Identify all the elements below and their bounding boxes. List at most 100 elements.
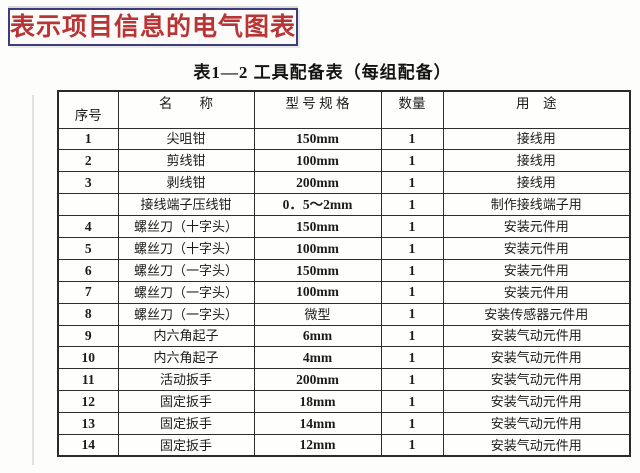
banner-text: 表示项目信息的电气图表 xyxy=(10,13,297,41)
cell-model-spec: 12mm xyxy=(253,433,382,457)
table-row: 1 尖咀钳 150mm 1 接线用 xyxy=(57,127,631,151)
cell-quantity: 1 xyxy=(380,171,444,195)
header-model-spec: 型 号 规 格 xyxy=(253,90,382,129)
cell-model-spec: 微型 xyxy=(253,302,382,326)
cell-model-spec: 4mm xyxy=(253,346,382,370)
cell-serial-number: 12 xyxy=(57,390,119,414)
cell-serial-number: 11 xyxy=(57,368,119,392)
cell-name: 活动扳手 xyxy=(117,368,255,392)
cell-quantity: 1 xyxy=(380,236,444,260)
cell-quantity: 1 xyxy=(380,390,444,414)
cell-name: 尖咀钳 xyxy=(117,127,255,151)
cell-model-spec: 200mm xyxy=(253,171,382,195)
table-body: 1 尖咀钳 150mm 1 接线用 2 剪线钳 100mm 1 接线用 3 剥线钳 200mm 1 接线用接… xyxy=(57,127,631,457)
table-row: 9 内六角起子 6mm 1 安装气动元件用 xyxy=(57,324,631,348)
cell-model-spec: 14mm xyxy=(253,412,382,435)
cell-quantity: 1 xyxy=(380,215,444,238)
table-row: 10 内六角起子 4mm 1 安装气动元件用 xyxy=(57,346,631,370)
cell-name: 剪线钳 xyxy=(117,149,255,173)
header-serial-number: 序号 xyxy=(57,90,119,129)
table-row: 11 活动扳手 200mm 1 安装气动元件用 xyxy=(57,368,631,392)
cell-name: 螺丝刀（一字头） xyxy=(117,302,255,326)
cell-serial-number: 10 xyxy=(57,346,119,370)
cell-usage: 安装元件用 xyxy=(442,280,631,304)
cell-serial-number: 6 xyxy=(57,258,119,282)
cell-usage: 接线用 xyxy=(442,171,631,195)
cell-usage: 安装气动元件用 xyxy=(442,324,631,348)
cell-quantity: 1 xyxy=(380,433,444,457)
table-row: 5 螺丝刀（十字头） 100mm 1 安装元件用 xyxy=(57,236,631,260)
cell-quantity: 1 xyxy=(380,368,444,392)
cell-model-spec: 100mm xyxy=(253,236,382,260)
cell-serial-number: 5 xyxy=(57,236,119,260)
table-row: 2 剪线钳 100mm 1 接线用 xyxy=(57,149,631,173)
cell-name: 固定扳手 xyxy=(117,390,255,414)
table-row: 13 固定扳手 14mm 1 安装气动元件用 xyxy=(57,412,631,435)
cell-usage: 安装元件用 xyxy=(442,258,631,282)
cell-serial-number: 2 xyxy=(57,149,119,173)
cell-name: 固定扳手 xyxy=(117,412,255,435)
cell-quantity: 1 xyxy=(380,302,444,326)
cell-name: 螺丝刀（十字头） xyxy=(117,236,255,260)
cell-model-spec: 150mm xyxy=(253,258,382,282)
cell-quantity: 1 xyxy=(380,346,444,370)
table-row: 接线端子压线钳 0．5～2mm 1 制作接线端子用 xyxy=(57,193,631,217)
table-row: 4 螺丝刀（十字头） 150mm 1 安装元件用 xyxy=(57,215,631,238)
cell-name: 内六角起子 xyxy=(117,346,255,370)
cell-quantity: 1 xyxy=(380,412,444,435)
table-row: 12 固定扳手 18mm 1 安装气动元件用 xyxy=(57,390,631,414)
cell-usage: 接线用 xyxy=(442,127,631,151)
cell-serial-number xyxy=(57,193,119,217)
cell-name: 接线端子压线钳 xyxy=(117,193,255,217)
cell-usage: 制作接线端子用 xyxy=(442,193,631,217)
cell-usage: 安装气动元件用 xyxy=(442,368,631,392)
header-row: 序号 名 称 型 号 规 格 数量 用 途 xyxy=(57,90,631,129)
cell-model-spec: 18mm xyxy=(253,390,382,414)
cell-name: 螺丝刀（一字头） xyxy=(117,280,255,304)
cell-model-spec: 150mm xyxy=(253,215,382,238)
cell-quantity: 1 xyxy=(380,280,444,304)
table-row: 3 剥线钳 200mm 1 接线用 xyxy=(57,171,631,195)
cell-model-spec: 100mm xyxy=(253,280,382,304)
header-quantity: 数量 xyxy=(380,90,444,129)
cell-name: 内六角起子 xyxy=(117,324,255,348)
cell-model-spec: 150mm xyxy=(253,127,382,151)
cell-quantity: 1 xyxy=(380,149,444,173)
cell-model-spec: 0．5～2mm xyxy=(253,193,382,217)
cell-usage: 安装元件用 xyxy=(442,215,631,238)
cell-serial-number: 8 xyxy=(57,302,119,326)
cell-serial-number: 4 xyxy=(57,215,119,238)
table-row: 14 固定扳手 12mm 1 安装气动元件用 xyxy=(57,433,631,457)
cell-serial-number: 1 xyxy=(57,127,119,151)
cell-usage: 安装传感器元件用 xyxy=(442,302,631,326)
cell-serial-number: 13 xyxy=(57,412,119,435)
header-usage: 用 途 xyxy=(442,90,631,129)
cell-usage: 接线用 xyxy=(442,149,631,173)
cell-usage: 安装元件用 xyxy=(442,236,631,260)
cell-quantity: 1 xyxy=(380,127,444,151)
scan-artifact-line xyxy=(32,95,34,465)
cell-quantity: 1 xyxy=(380,193,444,217)
table-row: 8 螺丝刀（一字头） 微型 1 安装传感器元件用 xyxy=(57,302,631,326)
table-row: 7 螺丝刀（一字头） 100mm 1 安装元件用 xyxy=(57,280,631,304)
cell-name: 螺丝刀（一字头） xyxy=(117,258,255,282)
header-name: 名 称 xyxy=(117,90,255,129)
cell-usage: 安装气动元件用 xyxy=(442,346,631,370)
cell-name: 剥线钳 xyxy=(117,171,255,195)
cell-model-spec: 100mm xyxy=(253,149,382,173)
table-row: 6 螺丝刀（一字头） 150mm 1 安装元件用 xyxy=(57,258,631,282)
cell-model-spec: 6mm xyxy=(253,324,382,348)
cell-name: 螺丝刀（十字头） xyxy=(117,215,255,238)
cell-serial-number: 9 xyxy=(57,324,119,348)
tool-equipment-table: 序号 名 称 型 号 规 格 数量 用 途 1 尖咀钳 150mm 1 接线用 2 剪线钳 1… xyxy=(57,90,631,458)
cell-name: 固定扳手 xyxy=(117,433,255,457)
cell-model-spec: 200mm xyxy=(253,368,382,392)
cell-quantity: 1 xyxy=(380,324,444,348)
cell-usage: 安装气动元件用 xyxy=(442,433,631,457)
cell-serial-number: 7 xyxy=(57,280,119,304)
cell-serial-number: 14 xyxy=(57,433,119,457)
cell-usage: 安装气动元件用 xyxy=(442,390,631,414)
cell-serial-number: 3 xyxy=(57,171,119,195)
cell-usage: 安装气动元件用 xyxy=(442,412,631,435)
